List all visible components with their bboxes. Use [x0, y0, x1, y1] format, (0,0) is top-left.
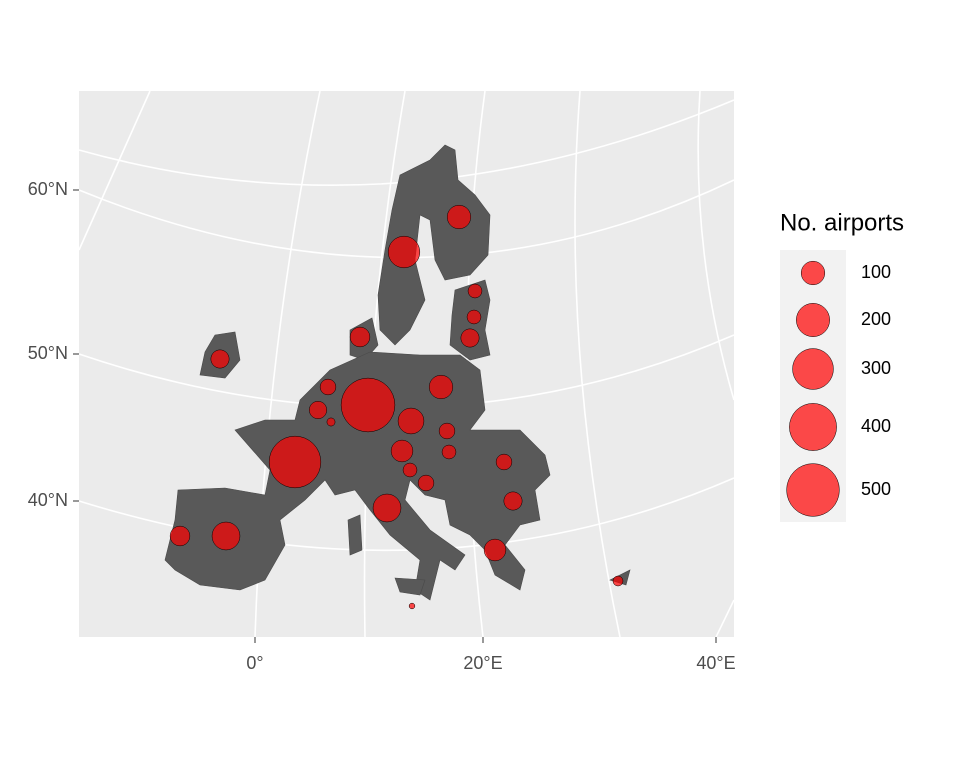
x-axis-label: 40°E: [696, 653, 735, 673]
legend-key: [796, 303, 830, 337]
legend-label: 500: [861, 479, 891, 499]
y-axis-label: 60°N: [28, 179, 68, 199]
legend-title: No. airports: [780, 209, 904, 236]
airport-bubble: [460, 328, 480, 348]
airport-bubble: [495, 453, 513, 471]
airport-bubble: [402, 462, 418, 478]
legend-label: 400: [861, 416, 891, 436]
airport-bubble: [340, 377, 396, 433]
airport-bubble: [438, 422, 456, 440]
airport-bubble: [326, 417, 336, 427]
airport-bubble: [210, 349, 230, 369]
legend-label: 300: [861, 358, 891, 378]
legend-key: [789, 403, 837, 451]
legend-label: 200: [861, 309, 891, 329]
airport-bubble: [308, 400, 328, 420]
airport-bubble: [169, 525, 191, 547]
legend-key: [800, 260, 826, 286]
airport-bubble: [390, 439, 414, 463]
airport-bubble: [446, 204, 472, 230]
airport-bubble: [467, 283, 483, 299]
airport-bubble: [428, 374, 454, 400]
airport-bubble: [503, 491, 523, 511]
airport-bubble: [387, 235, 421, 269]
legend-label: 100: [861, 262, 891, 282]
airport-bubble: [319, 378, 337, 396]
airport-bubble: [417, 474, 435, 492]
airport-bubble: [466, 309, 482, 325]
airport-bubble: [211, 521, 241, 551]
airport-bubble: [612, 575, 624, 587]
airport-bubble: [483, 538, 507, 562]
y-axis-label: 50°N: [28, 343, 68, 363]
x-axis-label: 0°: [246, 653, 263, 673]
y-axis-label: 40°N: [28, 490, 68, 510]
x-axis-label: 20°E: [463, 653, 502, 673]
airport-bubble: [441, 444, 457, 460]
airport-bubble: [372, 493, 402, 523]
airport-bubble: [349, 326, 371, 348]
legend-key: [786, 463, 840, 517]
airport-bubble: [397, 407, 425, 435]
legend-key: [792, 348, 834, 390]
airport-bubble: [408, 602, 416, 610]
airport-bubble: [268, 435, 322, 489]
